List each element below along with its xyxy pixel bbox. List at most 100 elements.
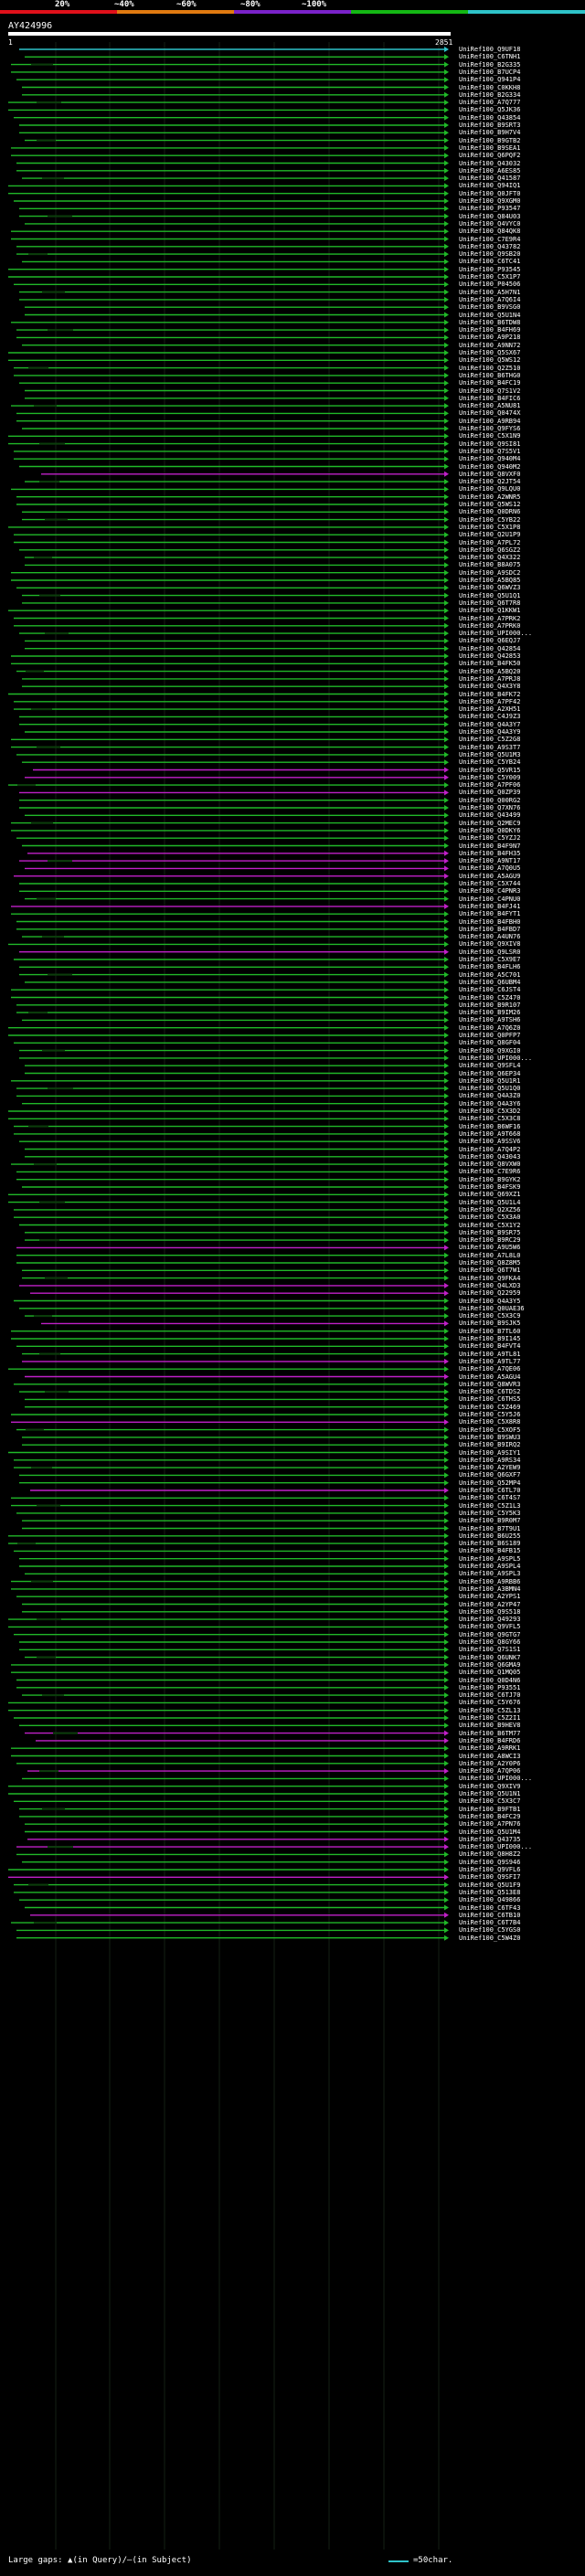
hit-label-link[interactable]: UniRef100_Q5U1Q1	[459, 591, 521, 599]
hit-alignment[interactable]	[8, 1700, 449, 1706]
hit-label-link[interactable]: UniRef100_A7QP06	[459, 1767, 521, 1776]
hit-label-link[interactable]: UniRef100_Q9LQU0	[459, 485, 521, 493]
hit-label-link[interactable]: UniRef100_A9S3T7	[459, 743, 521, 751]
hit-label-link[interactable]: UniRef100_B9IM26	[459, 1009, 521, 1017]
hit-label-link[interactable]: UniRef100_C6TC41	[459, 258, 521, 266]
hit-alignment[interactable]	[16, 835, 449, 842]
hit-alignment[interactable]	[14, 1882, 449, 1888]
hit-label-link[interactable]: UniRef100_B9R0M7	[459, 1517, 521, 1525]
hit-label-link[interactable]: UniRef100_B6TDW8	[459, 318, 521, 326]
hit-label-link[interactable]: UniRef100_A9SPL4	[459, 1563, 521, 1570]
hit-label-link[interactable]: UniRef100_A2YP47	[459, 1600, 521, 1608]
hit-label-link[interactable]: UniRef100_B9SR75	[459, 1228, 521, 1236]
hit-label-link[interactable]: UniRef100_Q43854	[459, 113, 521, 122]
hit-label-link[interactable]: UniRef100_A8WCI3	[459, 1752, 521, 1760]
hit-label-link[interactable]: UniRef100_P93547	[459, 205, 521, 213]
hit-label-link[interactable]: UniRef100_B4FBD7	[459, 925, 521, 933]
hit-label-link[interactable]: UniRef100_Q2Z510	[459, 364, 521, 372]
hit-label-link[interactable]: UniRef100_B4F9N7	[459, 842, 521, 850]
hit-alignment[interactable]	[22, 1351, 449, 1357]
hit-alignment[interactable]	[14, 532, 449, 538]
hit-alignment[interactable]	[14, 372, 449, 378]
hit-label-link[interactable]: UniRef100_Q1KKW1	[459, 607, 521, 615]
hit-alignment[interactable]	[8, 1624, 449, 1630]
hit-alignment[interactable]	[8, 183, 449, 189]
hit-label-link[interactable]: UniRef100_B6S189	[459, 1540, 521, 1548]
hit-label-link[interactable]: UniRef100_C4PNR3	[459, 887, 521, 896]
hit-alignment[interactable]	[11, 1753, 449, 1759]
hit-label-link[interactable]: UniRef100_C6TL70	[459, 1487, 521, 1494]
hit-alignment[interactable]	[27, 1836, 449, 1842]
hit-alignment[interactable]	[22, 1434, 449, 1440]
hit-alignment[interactable]	[16, 160, 449, 166]
hit-alignment[interactable]	[16, 1002, 449, 1008]
hit-alignment[interactable]	[22, 1442, 449, 1448]
hit-alignment[interactable]	[11, 994, 449, 1001]
hit-label-link[interactable]: UniRef100_Q5U1R1	[459, 1076, 521, 1085]
hit-label-link[interactable]: UniRef100_Q8WVR3	[459, 1380, 521, 1388]
hit-label-link[interactable]: UniRef100_B9R107	[459, 1001, 521, 1009]
hit-alignment[interactable]	[16, 1245, 449, 1251]
hit-alignment[interactable]	[19, 1555, 449, 1562]
hit-label-link[interactable]: UniRef100_C6JST4	[459, 986, 521, 994]
hit-label-link[interactable]: UniRef100_Q4VYC0	[459, 219, 521, 228]
hit-alignment[interactable]	[25, 312, 449, 318]
hit-label-link[interactable]: UniRef100_Q0DRN6	[459, 508, 521, 516]
hit-alignment[interactable]	[16, 1935, 449, 1941]
hit-alignment[interactable]	[19, 1305, 449, 1311]
hit-alignment[interactable]	[22, 1100, 449, 1107]
hit-alignment[interactable]	[19, 546, 449, 553]
hit-label-link[interactable]: UniRef100_B4FH35	[459, 849, 521, 857]
hit-alignment[interactable]	[25, 54, 449, 60]
hit-label-link[interactable]: UniRef100_Q7S1V2	[459, 387, 521, 395]
hit-alignment[interactable]	[22, 1184, 449, 1190]
hit-label-link[interactable]: UniRef100_A9RB94	[459, 417, 521, 425]
hit-alignment[interactable]	[27, 850, 449, 856]
hit-label-link[interactable]: UniRef100_B6THG0	[459, 371, 521, 379]
hit-alignment[interactable]	[22, 1608, 449, 1615]
hit-label-link[interactable]: UniRef100_Q8VXW0	[459, 1161, 521, 1169]
hit-label-link[interactable]: UniRef100_B2G335	[459, 60, 521, 69]
hit-alignment[interactable]	[22, 1017, 449, 1023]
hit-alignment[interactable]	[19, 1806, 449, 1812]
hit-label-link[interactable]: UniRef100_Q6SGZ2	[459, 546, 521, 554]
hit-alignment[interactable]	[19, 1897, 449, 1903]
hit-alignment[interactable]	[16, 1176, 449, 1182]
hit-label-link[interactable]: UniRef100_C5Z1L3	[459, 1501, 521, 1510]
hit-alignment[interactable]	[16, 926, 449, 932]
hit-alignment[interactable]	[11, 1328, 449, 1334]
hit-alignment[interactable]	[14, 1889, 449, 1895]
hit-alignment[interactable]	[25, 645, 449, 652]
hit-alignment[interactable]	[22, 934, 449, 940]
hit-alignment[interactable]	[22, 1601, 449, 1607]
hit-label-link[interactable]: UniRef100_UPI000...	[459, 1843, 533, 1851]
hit-alignment[interactable]	[19, 1282, 449, 1288]
hit-label-link[interactable]: UniRef100_A9SDC2	[459, 568, 521, 577]
hit-alignment[interactable]	[11, 578, 449, 583]
hit-alignment[interactable]	[25, 1229, 449, 1235]
hit-alignment[interactable]	[19, 1222, 449, 1228]
hit-label-link[interactable]: UniRef100_C6THS5	[459, 1395, 521, 1404]
hit-alignment[interactable]	[19, 949, 449, 955]
hit-label-link[interactable]: UniRef100_C5YGS0	[459, 1926, 521, 1935]
hit-alignment[interactable]	[14, 114, 449, 121]
hit-label-link[interactable]: UniRef100_Q9S946	[459, 1858, 521, 1866]
hit-label-link[interactable]: UniRef100_A7Q6I4	[459, 295, 521, 303]
hit-alignment[interactable]	[11, 1336, 449, 1341]
hit-alignment[interactable]	[8, 1199, 449, 1205]
hit-label-link[interactable]: UniRef100_C5Y009	[459, 773, 521, 781]
hit-label-link[interactable]: UniRef100_Q94IQ1	[459, 182, 521, 190]
hit-alignment[interactable]	[16, 1510, 449, 1516]
hit-alignment[interactable]	[19, 47, 449, 52]
hit-alignment[interactable]	[19, 1479, 449, 1486]
hit-label-link[interactable]: UniRef100_B8A075	[459, 561, 521, 569]
hit-alignment[interactable]	[19, 1564, 449, 1569]
hit-label-link[interactable]: UniRef100_Q0D4N6	[459, 1676, 521, 1684]
hit-label-link[interactable]: UniRef100_Q9XGI0	[459, 1046, 521, 1055]
hit-alignment[interactable]	[11, 653, 449, 659]
hit-alignment[interactable]	[19, 130, 449, 136]
hit-alignment[interactable]	[8, 1108, 449, 1114]
hit-alignment[interactable]	[14, 539, 449, 546]
hit-alignment[interactable]	[11, 903, 449, 909]
hit-alignment[interactable]	[41, 471, 449, 477]
